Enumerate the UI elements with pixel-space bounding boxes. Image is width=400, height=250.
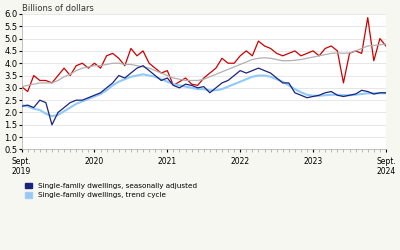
Text: Billions of dollars: Billions of dollars xyxy=(22,4,94,13)
Legend: Single-family dwellings, seasonally adjusted, Single-family dwellings, trend cyc: Single-family dwellings, seasonally adju… xyxy=(25,183,197,198)
